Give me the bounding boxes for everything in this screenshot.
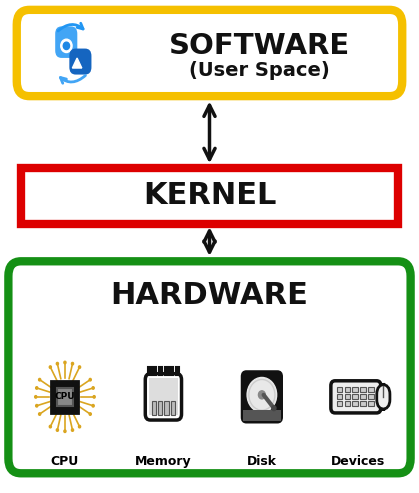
Bar [368, 394, 374, 399]
Text: SOFTWARE: SOFTWARE [169, 33, 350, 60]
Circle shape [71, 429, 74, 431]
Circle shape [56, 362, 59, 365]
Circle shape [39, 379, 41, 381]
Text: (User Space): (User Space) [189, 62, 330, 80]
FancyBboxPatch shape [331, 381, 381, 413]
Circle shape [92, 404, 94, 407]
Bar [176, 367, 179, 375]
Circle shape [93, 395, 95, 398]
Circle shape [78, 366, 80, 368]
Circle shape [92, 387, 94, 389]
Circle shape [259, 391, 265, 399]
Circle shape [89, 413, 91, 415]
Bar [337, 387, 342, 392]
Circle shape [64, 361, 66, 364]
Bar [171, 400, 175, 415]
Bar [352, 401, 358, 406]
Circle shape [63, 42, 70, 49]
Text: Memory: Memory [135, 456, 192, 468]
Bar [243, 410, 281, 421]
Bar [344, 387, 350, 392]
Circle shape [272, 406, 276, 411]
FancyBboxPatch shape [17, 10, 402, 96]
Bar [337, 394, 342, 399]
Text: Devices: Devices [331, 456, 385, 468]
Bar [337, 401, 342, 406]
Bar [165, 367, 168, 375]
Circle shape [247, 378, 277, 412]
FancyBboxPatch shape [242, 372, 282, 422]
Text: CPU: CPU [54, 392, 75, 401]
Text: HARDWARE: HARDWARE [111, 282, 308, 310]
Circle shape [71, 362, 74, 365]
Bar [170, 367, 173, 375]
Polygon shape [72, 58, 82, 68]
Circle shape [56, 429, 59, 431]
FancyBboxPatch shape [69, 49, 91, 74]
Bar [52, 381, 78, 413]
Text: KERNEL: KERNEL [143, 181, 276, 210]
Bar [158, 400, 163, 415]
Bar [57, 387, 73, 406]
Bar [360, 394, 366, 399]
Text: Disk: Disk [247, 456, 277, 468]
Bar [352, 394, 358, 399]
Circle shape [49, 425, 52, 428]
FancyBboxPatch shape [145, 374, 181, 420]
Circle shape [61, 39, 72, 53]
Text: CPU: CPU [51, 456, 79, 468]
Circle shape [64, 430, 66, 432]
Bar [368, 401, 374, 406]
Bar [344, 394, 350, 399]
Bar [152, 400, 156, 415]
Bar [344, 401, 350, 406]
Circle shape [78, 425, 80, 428]
Circle shape [36, 387, 38, 389]
Circle shape [36, 404, 38, 407]
FancyBboxPatch shape [55, 26, 77, 58]
Bar [148, 367, 151, 375]
Circle shape [35, 395, 37, 398]
Bar [159, 367, 162, 375]
Circle shape [39, 413, 41, 415]
Bar [352, 387, 358, 392]
Bar [149, 379, 178, 415]
Bar [360, 401, 366, 406]
Bar [368, 387, 374, 392]
Circle shape [89, 379, 91, 381]
Bar [153, 367, 157, 375]
FancyBboxPatch shape [377, 385, 390, 409]
Bar [164, 400, 169, 415]
Circle shape [49, 366, 52, 368]
Bar [360, 387, 366, 392]
FancyBboxPatch shape [8, 261, 411, 473]
Bar [21, 168, 398, 224]
